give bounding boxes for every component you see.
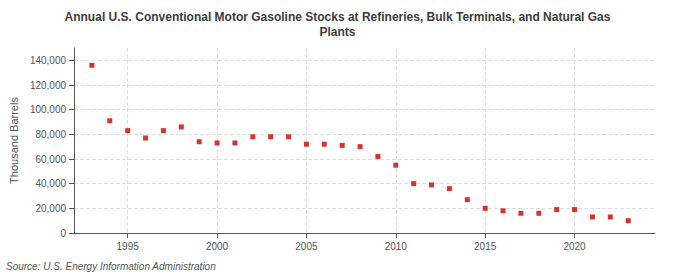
svg-text:2015: 2015 xyxy=(474,241,497,252)
svg-text:100,000: 100,000 xyxy=(30,104,67,115)
svg-text:Thousand Barrels: Thousand Barrels xyxy=(8,97,20,184)
svg-text:140,000: 140,000 xyxy=(30,55,67,66)
svg-text:1995: 1995 xyxy=(117,241,140,252)
svg-text:0: 0 xyxy=(60,228,66,239)
svg-text:40,000: 40,000 xyxy=(35,178,66,189)
svg-text:2010: 2010 xyxy=(385,241,408,252)
svg-text:20,000: 20,000 xyxy=(35,203,66,214)
svg-text:2020: 2020 xyxy=(563,241,586,252)
svg-text:2000: 2000 xyxy=(206,241,229,252)
svg-text:Annual U.S. Conventional Motor: Annual U.S. Conventional Motor Gasoline … xyxy=(65,10,611,24)
svg-text:60,000: 60,000 xyxy=(35,154,66,165)
svg-text:120,000: 120,000 xyxy=(30,80,67,91)
svg-text:2005: 2005 xyxy=(295,241,318,252)
svg-text:Source: U.S. Energy Informatio: Source: U.S. Energy Information Administ… xyxy=(6,261,216,272)
svg-text:Plants: Plants xyxy=(319,25,355,39)
svg-text:80,000: 80,000 xyxy=(35,129,66,140)
